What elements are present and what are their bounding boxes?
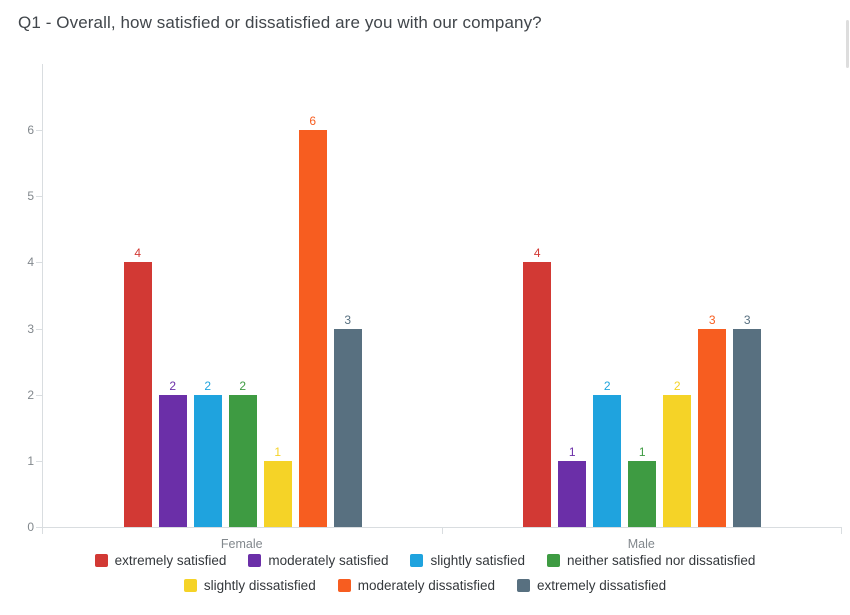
y-tick [36, 130, 42, 132]
legend-item: slightly dissatisfied [183, 578, 316, 593]
legend-swatch [337, 579, 351, 592]
bar-value-label: 3 [743, 312, 751, 327]
y-tick [36, 460, 42, 462]
y-tick [36, 394, 42, 396]
bar-segment [558, 460, 587, 527]
bar: 2 [158, 378, 187, 527]
legend-label: neither satisfied nor dissatisfied [567, 553, 756, 568]
legend-swatch [94, 554, 108, 567]
bar-value-label: 3 [344, 312, 352, 327]
bar-segment [628, 460, 657, 527]
legend-item: extremely dissatisfied [517, 578, 666, 593]
bar: 2 [228, 378, 257, 527]
bar-segment [228, 394, 257, 527]
bar: 1 [558, 444, 587, 527]
bar-value-label: 2 [204, 378, 212, 393]
y-tick [36, 262, 42, 264]
legend-item: neither satisfied nor dissatisfied [547, 553, 755, 568]
legend-swatch [410, 554, 424, 567]
bar-segment [733, 328, 762, 527]
y-tick [36, 196, 42, 198]
bar-segment [298, 130, 327, 527]
y-tick-label: 4 [27, 255, 34, 270]
bar-segment [158, 394, 187, 527]
legend-swatch [517, 579, 531, 592]
scrollbar-thumb[interactable] [846, 20, 849, 68]
legend-item: slightly satisfied [410, 553, 525, 568]
legend-swatch [248, 554, 262, 567]
bar: 6 [298, 114, 327, 527]
plot-area: 4 2 2 2 1 6 3 4 1 2 1 2 3 3 [42, 64, 842, 528]
bar: 1 [263, 444, 292, 527]
bar-segment [593, 394, 622, 527]
bar: 4 [123, 246, 152, 527]
legend-item: moderately dissatisfied [337, 578, 496, 593]
bar: 2 [663, 378, 692, 527]
y-tick [36, 328, 42, 330]
y-tick-label: 2 [27, 387, 34, 402]
bar-segment [663, 394, 692, 527]
bar-value-label: 4 [533, 246, 541, 261]
legend-swatch [183, 579, 197, 592]
bar-value-label: 1 [638, 444, 646, 459]
bar-value-label: 1 [274, 444, 282, 459]
x-tick [42, 528, 43, 534]
x-tick [841, 528, 842, 534]
bar-value-label: 1 [568, 444, 576, 459]
bar-segment [523, 262, 552, 527]
bar-group-male: 4 1 2 1 2 3 3 [443, 64, 843, 527]
y-tick-label: 6 [27, 123, 34, 138]
bar: 3 [333, 312, 362, 527]
bar: 2 [193, 378, 222, 527]
bar-value-label: 2 [673, 378, 681, 393]
legend: extremely satisfied moderately satisfied s… [0, 553, 850, 603]
bar-value-label: 2 [169, 378, 177, 393]
bar-segment [698, 328, 727, 527]
y-tick [36, 527, 42, 528]
bar: 3 [698, 312, 727, 527]
x-axis-label: Female [220, 537, 263, 551]
x-axis-label: Male [627, 537, 655, 551]
bar-segment [333, 328, 362, 527]
bar-value-label: 3 [708, 312, 716, 327]
bar-segment [193, 394, 222, 527]
legend-label: extremely dissatisfied [537, 578, 667, 593]
bar: 2 [593, 378, 622, 527]
y-tick-label: 3 [27, 321, 34, 336]
bar-value-label: 2 [239, 378, 247, 393]
bar: 4 [523, 246, 552, 527]
bar: 1 [628, 444, 657, 527]
bar-value-label: 4 [134, 246, 142, 261]
bar-segment [123, 262, 152, 527]
legend-label: slightly dissatisfied [203, 578, 316, 593]
x-tick [441, 528, 443, 534]
legend-swatch [547, 554, 561, 567]
legend-item: extremely satisfied [94, 553, 227, 568]
bar-segment [263, 460, 292, 527]
bar-value-label: 6 [309, 114, 317, 129]
legend-label: moderately dissatisfied [357, 578, 496, 593]
legend-row: slightly dissatisfied moderately dissatis… [0, 578, 850, 593]
y-tick-label: 1 [27, 453, 34, 468]
legend-row: extremely satisfied moderately satisfied s… [0, 553, 850, 568]
legend-label: extremely satisfied [114, 553, 227, 568]
legend-item: moderately satisfied [248, 553, 388, 568]
y-tick-label: 0 [27, 520, 34, 534]
y-tick-label: 5 [27, 189, 34, 204]
chart-title: Q1 - Overall, how satisfied or dissatisf… [18, 13, 542, 32]
bar-group-female: 4 2 2 2 1 6 3 [43, 64, 443, 527]
bar: 3 [733, 312, 762, 527]
legend-label: slightly satisfied [430, 553, 526, 568]
legend-label: moderately satisfied [268, 553, 389, 568]
bar-value-label: 2 [603, 378, 611, 393]
